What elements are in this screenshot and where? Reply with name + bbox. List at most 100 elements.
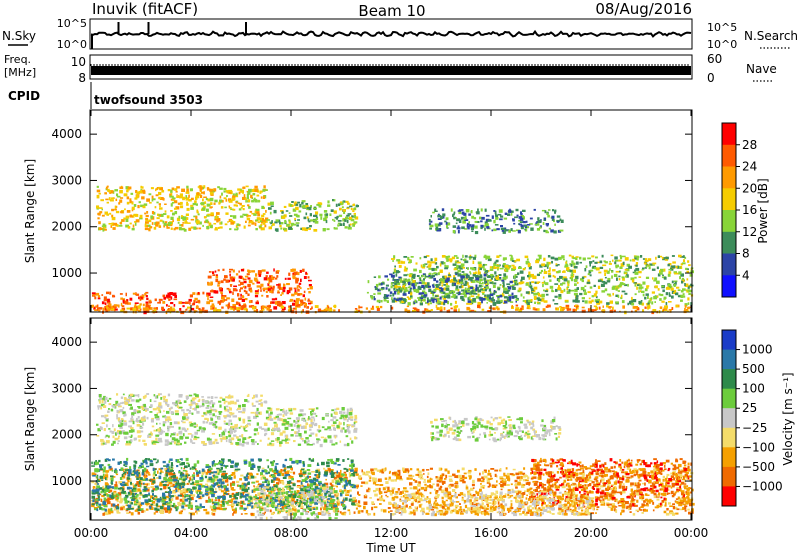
power-cell bbox=[217, 186, 220, 188]
power-cell bbox=[496, 228, 499, 230]
power-cell bbox=[582, 307, 585, 309]
velocity-cell bbox=[207, 397, 210, 399]
power-cell bbox=[230, 220, 234, 222]
power-cell bbox=[332, 199, 334, 201]
power-cell bbox=[462, 212, 465, 215]
power-cell bbox=[202, 225, 204, 227]
power-cell bbox=[618, 290, 620, 292]
power-cell bbox=[543, 222, 545, 225]
velocity-cell bbox=[501, 434, 503, 437]
power-cell bbox=[581, 287, 585, 290]
power-cell bbox=[456, 265, 458, 268]
power-cell bbox=[211, 212, 214, 215]
power-cell bbox=[212, 274, 215, 276]
velocity-cell bbox=[305, 437, 309, 440]
power-cell bbox=[258, 200, 260, 203]
velocity-cell bbox=[163, 424, 165, 427]
power-cell bbox=[434, 209, 436, 212]
power-cell bbox=[349, 217, 352, 220]
velocity-cell bbox=[236, 400, 239, 402]
power-cell bbox=[195, 216, 197, 220]
power-cell bbox=[371, 308, 375, 310]
velocity-cell bbox=[165, 416, 167, 418]
power-cell bbox=[255, 228, 258, 230]
power-cell bbox=[352, 210, 354, 212]
power-cell bbox=[337, 216, 339, 218]
power-cell bbox=[262, 189, 265, 192]
power-cell bbox=[548, 209, 551, 211]
power-cell bbox=[637, 258, 639, 261]
power-cell bbox=[493, 229, 496, 232]
power-cell bbox=[143, 304, 145, 307]
velocity-cell bbox=[368, 475, 370, 477]
power-cell bbox=[315, 305, 319, 308]
power-cell bbox=[145, 221, 149, 224]
power-cell bbox=[609, 306, 612, 308]
power-cell bbox=[538, 299, 542, 302]
y-tick-label: 3000 bbox=[51, 173, 82, 187]
power-cell bbox=[454, 255, 458, 257]
power-cell bbox=[614, 262, 616, 265]
power-cell bbox=[493, 210, 495, 212]
velocity-cell bbox=[343, 427, 345, 429]
velocity-cell bbox=[230, 426, 233, 428]
power-cell bbox=[198, 292, 200, 295]
power-cell bbox=[542, 282, 544, 284]
power-cell bbox=[232, 209, 235, 211]
velocity-cell bbox=[554, 417, 556, 420]
power-cell bbox=[274, 221, 277, 223]
velocity-cell bbox=[324, 439, 328, 442]
velocity-cell bbox=[527, 433, 531, 435]
power-cell bbox=[524, 225, 527, 227]
power-cell bbox=[440, 216, 443, 219]
power-cell bbox=[166, 295, 170, 298]
power-cell bbox=[584, 268, 586, 271]
y-tick-label: 1000 bbox=[51, 266, 82, 280]
power-cell bbox=[659, 298, 662, 301]
power-cell bbox=[210, 198, 214, 201]
power-cell bbox=[225, 223, 228, 225]
velocity-cell bbox=[279, 444, 282, 447]
power-cell bbox=[202, 292, 204, 295]
power-cell bbox=[168, 189, 171, 191]
velocity-cell bbox=[344, 430, 346, 433]
power-cell bbox=[471, 227, 474, 230]
velocity-cell bbox=[340, 422, 342, 424]
power-cell bbox=[518, 230, 521, 233]
power-cell bbox=[106, 292, 109, 295]
velocity-cell bbox=[181, 409, 184, 411]
velocity-cell bbox=[142, 440, 145, 442]
power-cell bbox=[622, 300, 625, 303]
power-cell bbox=[181, 189, 185, 192]
power-cell bbox=[639, 301, 641, 303]
power-cell bbox=[507, 213, 510, 215]
power-cell bbox=[253, 193, 256, 195]
station-title: Inuvik (fitACF) bbox=[92, 0, 198, 18]
power-cell bbox=[594, 309, 597, 311]
velocity-cell bbox=[349, 412, 353, 416]
power-cell bbox=[454, 268, 457, 270]
power-cell bbox=[166, 304, 168, 306]
power-cell bbox=[119, 187, 123, 190]
velocity-cell bbox=[500, 437, 502, 440]
power-cell bbox=[685, 305, 687, 308]
power-cell bbox=[307, 216, 309, 218]
velocity-cell bbox=[452, 421, 454, 423]
power-cell bbox=[191, 198, 194, 200]
power-cell bbox=[108, 190, 111, 192]
power-cell bbox=[111, 306, 114, 309]
power-cell bbox=[103, 308, 105, 311]
power-cell bbox=[274, 210, 277, 213]
velocity-cell bbox=[242, 404, 246, 407]
power-cell bbox=[399, 265, 402, 268]
velocity-cell bbox=[320, 444, 323, 447]
power-cell bbox=[146, 298, 148, 300]
power-cell bbox=[97, 195, 100, 199]
power-cell bbox=[218, 202, 220, 205]
power-cell bbox=[296, 215, 300, 217]
power-cell bbox=[632, 259, 635, 262]
power-cell bbox=[489, 299, 491, 302]
power-cell bbox=[139, 303, 141, 305]
power-cell bbox=[292, 269, 296, 272]
power-cell bbox=[408, 282, 411, 285]
